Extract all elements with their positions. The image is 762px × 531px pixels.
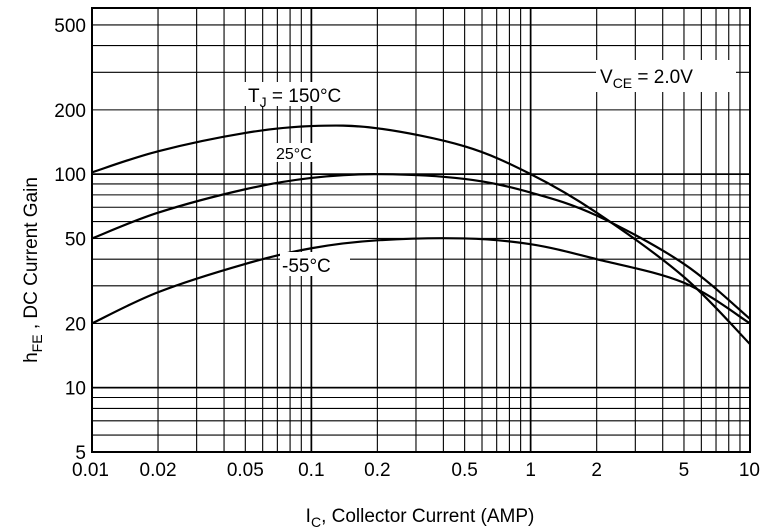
series-line-25c <box>91 173 751 320</box>
y-axis-title: hFE , DC Current Gain <box>21 177 45 363</box>
x-tick-label: 0.02 <box>140 460 177 481</box>
x-tick-label: 0.1 <box>298 460 324 481</box>
svg-text:VCE = 2.0V: VCE = 2.0V <box>600 67 693 91</box>
svg-text:-55°C: -55°C <box>282 256 331 277</box>
x-tick-label: 1 <box>525 460 536 481</box>
plot-frame <box>91 7 751 453</box>
y-tick-label: 200 <box>54 101 86 122</box>
series-label-minus-55c: -55°C <box>280 252 350 277</box>
series-label-tj-150c: TJ = 150°C <box>244 82 374 110</box>
y-tick-label: 100 <box>54 165 86 186</box>
tick-labels: 0.01 0.02 0.05 0.1 0.2 0.5 1 2 5 10 5 10 20 50 100 200 5… <box>54 16 760 481</box>
x-axis-title: IC, Collector Current (AMP) <box>306 506 535 530</box>
y-tick-label: 50 <box>65 229 86 250</box>
series-line-tj-150c <box>91 124 751 345</box>
series-label-25c: 25°C <box>274 143 326 163</box>
x-tick-label: 0.01 <box>72 460 109 481</box>
x-tick-label: 2 <box>591 460 602 481</box>
x-tick-label: 5 <box>679 460 690 481</box>
x-tick-label: 0.5 <box>451 460 477 481</box>
y-tick-label: 20 <box>65 314 86 335</box>
svg-text:25°C: 25°C <box>276 146 312 163</box>
x-tick-label: 0.2 <box>364 460 390 481</box>
y-tick-label: 5 <box>75 443 86 464</box>
series-line-minus-55c <box>91 237 751 325</box>
y-tick-label: 10 <box>65 379 86 400</box>
vce-annotation: VCE = 2.0V <box>596 60 736 92</box>
x-tick-label: 0.05 <box>227 460 264 481</box>
svg-text:TJ = 150°C: TJ = 150°C <box>248 86 341 110</box>
y-tick-label: 500 <box>54 16 86 37</box>
x-tick-label: 10 <box>739 460 760 481</box>
curves <box>91 124 751 345</box>
